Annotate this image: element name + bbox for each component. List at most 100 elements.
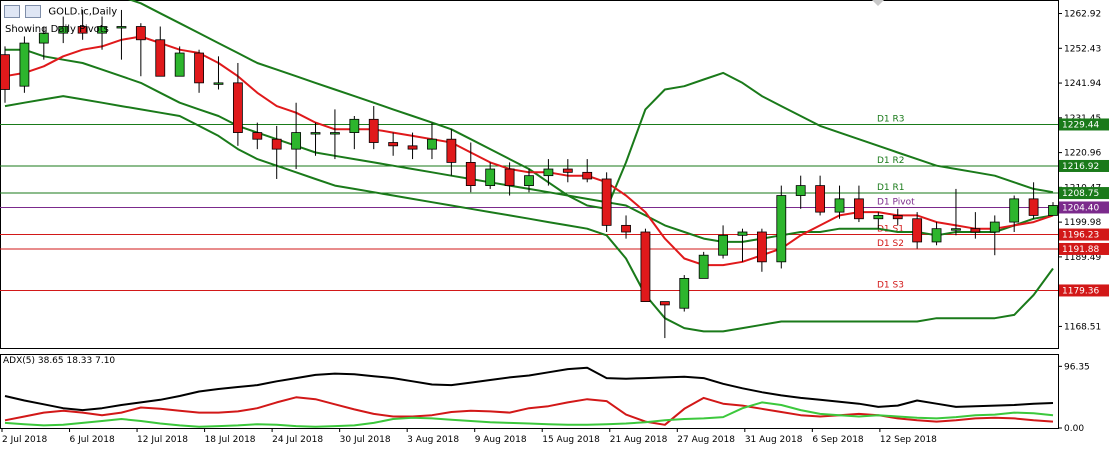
date-tick-label: 18 Jul 2018	[205, 435, 256, 445]
candle-body	[718, 234, 728, 256]
pivot-price-tag-label: 1196.23	[1062, 231, 1099, 241]
chart-title: GOLD.ic,Daily	[48, 6, 118, 18]
pivot-price-tag	[1059, 284, 1109, 297]
pivot-status-text: Showing Daily Pivots	[5, 24, 109, 35]
pivot-price-tag-label: 1216.92	[1062, 162, 1099, 172]
pivot-price-tag-label: 1204.40	[1062, 203, 1099, 213]
candle-body	[1028, 198, 1039, 216]
candle-body	[854, 198, 864, 220]
candle-body	[388, 142, 399, 147]
pivot-price-tag-label: 1229.44	[1062, 120, 1099, 130]
chart-menu-icon[interactable]	[4, 5, 20, 18]
pivot-price-tag	[1059, 187, 1109, 200]
date-tick-label: 15 Aug 2018	[542, 435, 600, 445]
candle-body	[271, 138, 282, 150]
candle-body	[543, 168, 554, 177]
candle-body	[19, 42, 30, 87]
candle-body	[116, 26, 127, 29]
adx-pane-frame	[0, 354, 1059, 429]
candle-body	[582, 171, 593, 180]
pivot-price-tag	[1059, 118, 1109, 131]
candle-body	[38, 32, 49, 44]
pivot-price-tag	[1059, 159, 1109, 172]
adx-series-line	[4, 396, 1054, 426]
price-tick-label: 1199.98	[1064, 218, 1101, 228]
adx-series-line	[4, 401, 1054, 428]
date-tick-label: 6 Sep 2018	[812, 435, 864, 445]
candle-body	[795, 185, 806, 196]
bollinger-upper-line	[128, 0, 1054, 210]
candle-body	[349, 118, 360, 133]
price-tick-label: 1252.43	[1064, 44, 1101, 54]
date-tick-label: 31 Aug 2018	[745, 435, 803, 445]
pivot-line-label: D1 R3	[877, 114, 905, 124]
candle-body	[989, 221, 1000, 233]
pivot-price-tag-label: 1191.88	[1062, 245, 1099, 255]
adx-series-line	[4, 366, 1054, 412]
candle-body	[291, 132, 302, 150]
candle-body	[330, 132, 340, 135]
candle-body	[252, 132, 263, 140]
candle-body	[601, 178, 612, 226]
date-tick-label: 3 Aug 2018	[407, 435, 459, 445]
candle-body	[194, 52, 204, 84]
candle-body	[504, 168, 515, 186]
candle-body	[640, 231, 651, 302]
bar-chart-icon[interactable]	[25, 5, 42, 18]
pivot-price-tag	[1059, 201, 1109, 214]
candle-body	[407, 145, 418, 150]
candle-body	[621, 224, 631, 233]
price-tick-label: 1168.51	[1064, 322, 1101, 332]
bollinger-lower-line	[4, 95, 1054, 333]
candle-body	[1048, 205, 1058, 216]
candle-body	[155, 39, 166, 77]
candle-body	[815, 185, 826, 213]
candle-body	[485, 168, 496, 186]
candle-body	[524, 175, 534, 187]
pivot-line-label: D1 S2	[877, 239, 904, 249]
adx-title: ADX(5) 38.65 18.33 7.10	[3, 356, 116, 366]
date-tick-label: 12 Jul 2018	[137, 435, 188, 445]
candle-body	[834, 198, 845, 213]
date-tick-label: 9 Aug 2018	[475, 435, 527, 445]
candle-body	[892, 215, 903, 220]
adx-tick-label: 0.00	[1064, 424, 1084, 434]
candle-body	[659, 301, 670, 306]
candle-body	[931, 228, 942, 243]
pivot-line-label: D1 Pivot	[877, 197, 915, 207]
price-tick-label: 1241.94	[1064, 79, 1101, 89]
candle-body	[58, 26, 69, 34]
candle-body	[465, 161, 476, 186]
candle-body	[368, 118, 379, 143]
candle-body	[679, 277, 690, 309]
chart-header: GOLD.ic,Daily	[4, 5, 117, 18]
candle-body	[310, 132, 321, 135]
candle-body	[698, 254, 709, 279]
candle-body	[232, 82, 243, 133]
pivot-price-tag-label: 1208.75	[1062, 189, 1099, 199]
price-tick-label: 1220.96	[1064, 149, 1101, 159]
candle-body	[0, 54, 10, 90]
candle-body	[1009, 198, 1020, 223]
candle-body	[446, 138, 457, 163]
date-tick-label: 2 Jul 2018	[2, 435, 47, 445]
pivot-price-tag	[1059, 242, 1109, 255]
candle-body	[97, 26, 107, 34]
date-tick-label: 27 Aug 2018	[677, 435, 735, 445]
candle-body	[135, 26, 146, 41]
candle-body	[776, 195, 787, 263]
pivot-line-label: D1 S1	[877, 225, 904, 235]
candle-body	[912, 218, 923, 243]
adx-tick-label: 96.35	[1064, 362, 1090, 372]
pivot-price-tag	[1059, 228, 1109, 241]
candle-body	[951, 228, 961, 231]
candle-body	[873, 215, 884, 220]
pivot-price-tag-label: 1179.36	[1062, 286, 1099, 296]
candle-body	[77, 26, 88, 34]
candle-body	[213, 82, 224, 85]
date-tick-label: 12 Sep 2018	[880, 435, 937, 445]
candle-body	[756, 231, 767, 263]
date-tick-label: 30 Jul 2018	[340, 435, 391, 445]
date-tick-label: 6 Jul 2018	[70, 435, 115, 445]
candle-body	[562, 168, 573, 173]
